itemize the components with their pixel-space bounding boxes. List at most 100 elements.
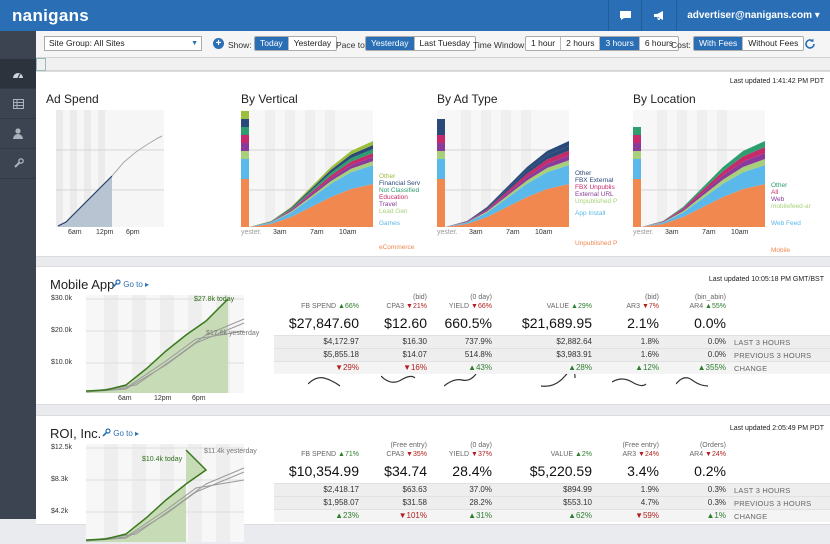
dashboard-panel-1: ROI, Inc. Go to ▸ Last updated 2:05:49 PM… [36, 415, 830, 542]
add-site-group-button[interactable]: + [213, 38, 224, 49]
chart-tick: 7am [702, 229, 716, 236]
cost-toggle: With Fees Without Fees [693, 36, 805, 51]
window-2h[interactable]: 2 hours [560, 37, 599, 50]
goto-label: Go to ▸ [113, 429, 140, 438]
stacked-chart-2 [437, 110, 569, 227]
wrench-icon [112, 279, 121, 288]
pace-yesterday[interactable]: Yesterday [366, 37, 414, 50]
dashboard-title: ROI, Inc. [50, 426, 102, 441]
legend-label: mobilefeed-ar [771, 203, 811, 210]
stack-bar-segment [633, 179, 641, 227]
timeline-handle[interactable] [36, 58, 46, 71]
legend-label: Other [379, 173, 396, 180]
site-group-value: Site Group: All Sites [49, 38, 125, 48]
metric-sub: (bin_abin) [694, 294, 726, 301]
metric-name: YIELD [448, 451, 470, 458]
show-today[interactable]: Today [255, 37, 288, 50]
stack-area-lead-gen [249, 161, 373, 227]
metric-header: AR3 ▼24% [559, 451, 659, 458]
sparkline [612, 378, 647, 387]
metric-header: AR4 ▲55% [626, 303, 726, 310]
chart-tick: yester. [437, 229, 458, 236]
stack-area-other [641, 141, 765, 227]
legend-label: Mobile [771, 247, 791, 254]
stack-area-app-install [445, 165, 569, 227]
sidebar-item-reports[interactable] [0, 89, 36, 119]
metric-change: ▼24% [705, 451, 726, 458]
table-icon [12, 98, 24, 109]
show-yesterday[interactable]: Yesterday [287, 37, 336, 50]
metric-header: FB SPEND ▲71% [231, 451, 359, 458]
yesterday-line [86, 330, 245, 393]
site-group-select[interactable]: Site Group: All Sites ▼ [44, 36, 202, 51]
legend-label: Not Classified [379, 187, 420, 194]
metric-value: $10,354.99 [288, 463, 359, 479]
metric-change: ▲55% [705, 303, 726, 310]
metric-value: 660.5% [444, 315, 492, 331]
metric-last3: $63.63 [402, 485, 427, 494]
metric-sub: (bid) [644, 294, 659, 301]
metric-value: 28.4% [452, 463, 492, 479]
timeline-scrubber[interactable] [36, 58, 830, 71]
metric-prev3: $553.10 [563, 498, 592, 507]
dashboard-title: Mobile App [50, 277, 115, 292]
chart-tick: 3am [273, 229, 287, 236]
metric-header: CPA3 ▼21% [327, 303, 427, 310]
stack-area-not-classified [249, 149, 373, 227]
metric-sub: (0 day) [470, 442, 492, 449]
legend-label: Financial Serv [379, 180, 421, 187]
stack-bar-segment [633, 159, 641, 179]
dashboard-spend-chart [86, 295, 245, 393]
sparkline [308, 377, 341, 387]
stack-area-external-url [445, 155, 569, 227]
metric-header: CPA3 ▼35% [327, 451, 427, 458]
stack-bar-segment [633, 135, 641, 143]
sidebar [0, 31, 36, 519]
metric-change-value: ▲62% [568, 511, 592, 520]
user-menu[interactable]: advertiser@nanigans.com ▾ [676, 0, 830, 31]
sidebar-item-dashboard[interactable] [0, 59, 36, 89]
metric-change-value: ▲355% [697, 363, 726, 372]
metric-change: ▲29% [571, 303, 592, 310]
metric-change-value: ▲12% [635, 363, 659, 372]
window-3h[interactable]: 3 hours [599, 37, 639, 50]
metric-change-value: ▲31% [468, 511, 492, 520]
metric-change: ▼37% [471, 451, 492, 458]
announcements-button[interactable] [641, 0, 676, 31]
x-tick: 12pm [154, 395, 172, 402]
window-1h[interactable]: 1 hour [531, 38, 556, 48]
refresh-icon[interactable] [804, 38, 816, 50]
today-label: $27.8k today [194, 296, 235, 303]
legend-label: Unpublished P [575, 240, 618, 247]
stacked-chart-3 [633, 110, 765, 227]
pace-toggle: Yesterday Last Tuesday [365, 36, 477, 51]
stack-bar-segment [241, 119, 249, 127]
cost-without-fees[interactable]: Without Fees [742, 37, 803, 50]
metric-value: $27,847.60 [288, 315, 359, 331]
metric-change-value: ▲28% [568, 363, 592, 372]
cost-with-fees[interactable]: With Fees [694, 37, 743, 50]
sidebar-item-settings[interactable] [0, 149, 36, 179]
sidebar-item-users[interactable] [0, 119, 36, 149]
metric-header: YIELD ▼37% [392, 451, 492, 458]
app-logo[interactable]: nanigans [12, 6, 90, 25]
stack-area-travel [249, 157, 373, 227]
stack-bar-segment [437, 151, 445, 159]
metric-last3: 0.0% [707, 337, 726, 346]
goto-link[interactable]: Go to ▸ [102, 428, 139, 438]
stack-area-web-feed [641, 165, 765, 227]
metric-header: VALUE ▲29% [462, 303, 592, 310]
top-bar: nanigans advertiser@nanigans.com ▾ [0, 0, 830, 31]
stack-bar-segment [633, 143, 641, 151]
goto-link[interactable]: Go to ▸ [112, 279, 149, 289]
pace-last-tuesday[interactable]: Last Tuesday [413, 37, 476, 50]
stack-bar-segment [437, 127, 445, 135]
chat-button[interactable] [608, 0, 641, 31]
row-label: PREVIOUS 3 HOURS [734, 351, 812, 360]
metric-change: ▼21% [406, 303, 427, 310]
window-6h[interactable]: 6 hours [638, 37, 678, 50]
metric-sub: (Orders) [699, 442, 726, 449]
megaphone-icon [653, 11, 663, 20]
stack-area-fbx-unpublis [445, 150, 569, 227]
metric-prev3: $31.58 [402, 498, 427, 507]
